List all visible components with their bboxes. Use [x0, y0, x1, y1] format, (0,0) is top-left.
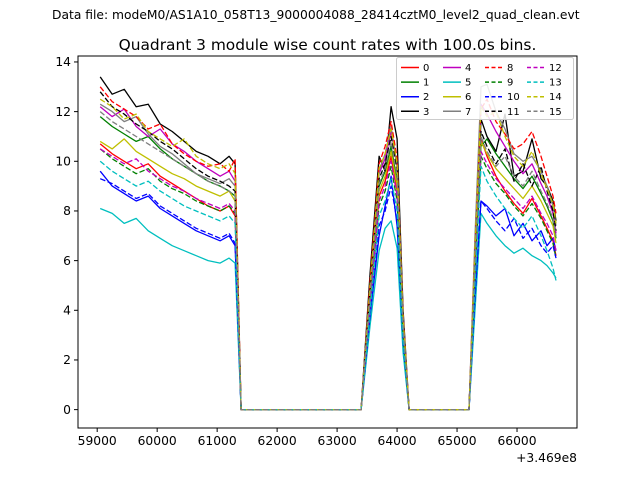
legend-label-7: 7: [465, 107, 471, 118]
series-line-5: [99, 207, 557, 411]
series-line-10: [99, 178, 557, 411]
legend-label-6: 6: [465, 92, 471, 103]
legend-label-1: 1: [423, 78, 429, 89]
x-tick-label: 63000: [318, 434, 357, 448]
x-tick-label: 65000: [437, 434, 476, 448]
series-line-2: [99, 170, 557, 411]
legend-label-0: 0: [423, 63, 429, 74]
legend-label-5: 5: [465, 78, 471, 89]
y-tick-label: 10: [55, 154, 71, 168]
series-line-12: [99, 148, 557, 411]
legend-box: [396, 57, 574, 120]
legend-label-9: 9: [507, 78, 513, 89]
legend-label-12: 12: [549, 63, 562, 74]
legend-label-3: 3: [423, 107, 429, 118]
legend-label-11: 11: [507, 107, 520, 118]
y-tick-label: 14: [55, 55, 71, 69]
series-line-0: [99, 138, 557, 411]
x-tick-label: 60000: [138, 434, 177, 448]
series-line-15: [99, 111, 557, 411]
legend-label-15: 15: [549, 107, 562, 118]
y-tick-label: 6: [63, 254, 71, 268]
x-tick-label: 64000: [378, 434, 417, 448]
series-line-4: [99, 103, 557, 411]
plot-frame: [77, 55, 578, 429]
legend-label-14: 14: [549, 92, 562, 103]
x-tick-label: 62000: [258, 434, 297, 448]
y-tick-label: 12: [55, 105, 71, 119]
chart-title: Quadrant 3 module wise count rates with …: [119, 36, 537, 54]
series-line-9: [99, 148, 557, 411]
series-line-14: [99, 98, 557, 411]
series-line-6: [99, 138, 557, 411]
x-tick-label: 61000: [198, 434, 237, 448]
legend-label-10: 10: [507, 92, 520, 103]
x-tick-label: 66000: [497, 434, 536, 448]
x-tick-label: 59000: [78, 434, 117, 448]
series-line-13: [99, 160, 557, 411]
y-tick-label: 8: [63, 204, 71, 218]
series-line-11: [99, 91, 557, 411]
legend-label-13: 13: [549, 78, 562, 89]
legend-label-4: 4: [465, 63, 471, 74]
legend-label-8: 8: [507, 63, 513, 74]
data-file-header: Data file: modeM0/AS1A10_058T13_90000040…: [52, 8, 580, 22]
y-tick-label: 0: [63, 403, 71, 417]
y-tick-label: 2: [63, 353, 71, 367]
series-line-1: [99, 116, 557, 411]
x-axis-offset-label: +3.469e8: [516, 451, 577, 465]
series-line-8: [99, 86, 557, 411]
legend-label-2: 2: [423, 92, 429, 103]
y-tick-label: 4: [63, 303, 71, 317]
chart-layer: 59000 60000 61000 62000 63000 64000 65000 66000…: [55, 55, 578, 448]
series-line-7: [99, 83, 557, 411]
